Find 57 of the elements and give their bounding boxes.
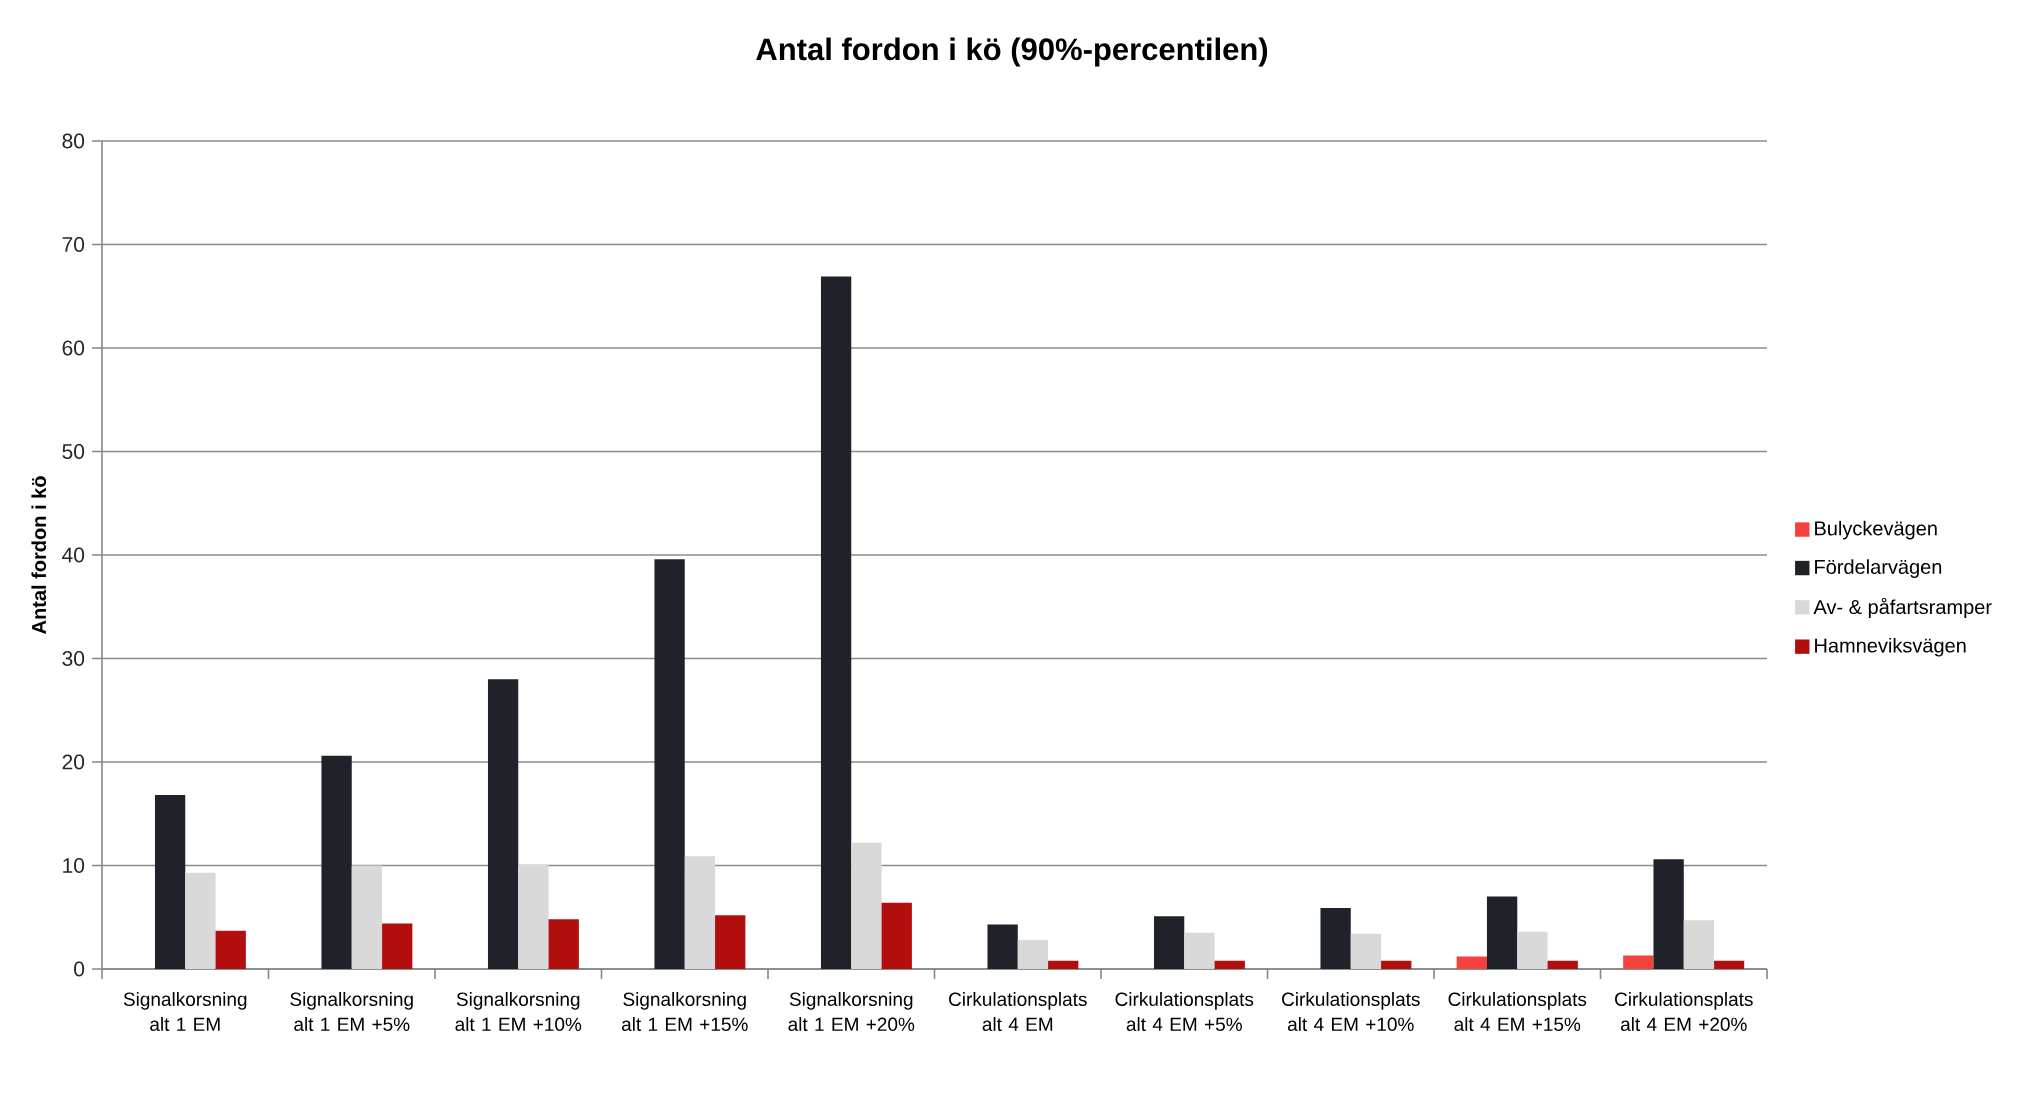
bar bbox=[1017, 940, 1049, 969]
bar bbox=[820, 276, 852, 969]
bar bbox=[1714, 960, 1745, 969]
y-tick-label: 60 bbox=[62, 340, 85, 356]
y-tick-label: 30 bbox=[62, 651, 85, 666]
y-tick-label: 20 bbox=[62, 754, 85, 770]
bar bbox=[851, 842, 882, 969]
bar bbox=[1350, 933, 1382, 969]
legend-label: Bulyckevägen bbox=[1815, 520, 1937, 540]
bar bbox=[715, 915, 746, 969]
bar bbox=[548, 919, 579, 969]
bar bbox=[1517, 931, 1548, 969]
bar bbox=[1214, 960, 1245, 969]
legend-label: Av- & påfartsramper bbox=[1813, 597, 1992, 619]
bar bbox=[1653, 859, 1684, 969]
x-tick-label: Signalkorsning alt 1 EM +15% bbox=[621, 992, 748, 1032]
bar bbox=[1153, 916, 1185, 969]
bar bbox=[1456, 956, 1487, 969]
y-axis-title: Antal fordon i kö bbox=[31, 476, 47, 634]
bar bbox=[351, 865, 383, 969]
bar bbox=[487, 679, 519, 969]
bar bbox=[1048, 960, 1079, 969]
y-tick-label: 50 bbox=[62, 444, 85, 459]
bar bbox=[1486, 896, 1518, 969]
bar bbox=[1320, 907, 1351, 969]
x-tick-label: Signalkorsning alt 1 EM +20% bbox=[788, 992, 915, 1032]
bar bbox=[518, 864, 549, 969]
x-tick-label: Signalkorsning alt 1 EM +10% bbox=[455, 992, 582, 1032]
bar bbox=[215, 930, 246, 969]
y-tick-label: 40 bbox=[62, 547, 85, 563]
y-tick-label: 10 bbox=[63, 858, 85, 873]
x-tick-label: Cirkulationsplats alt 4 EM bbox=[949, 992, 1087, 1032]
x-tick-label: Signalkorsning alt 1 EM +5% bbox=[290, 992, 413, 1032]
bar bbox=[1381, 960, 1412, 969]
bar bbox=[321, 755, 352, 969]
y-tick-label: 70 bbox=[62, 237, 85, 252]
bar bbox=[987, 924, 1018, 969]
bar bbox=[382, 923, 413, 969]
bar bbox=[684, 856, 716, 969]
bar bbox=[654, 559, 685, 969]
legend-label: Hamneviksvägen bbox=[1815, 637, 1966, 657]
legend-label: Fördelarvägen bbox=[1815, 559, 1942, 578]
x-tick-label: Cirkulationsplats alt 4 EM +10% bbox=[1282, 992, 1420, 1032]
x-tick-label: Cirkulationsplats alt 4 EM +20% bbox=[1615, 992, 1753, 1032]
chart-title: Antal fordon i kö (90%-percentilen) bbox=[756, 37, 1268, 67]
y-tick-label: 80 bbox=[62, 133, 85, 149]
bar bbox=[1547, 960, 1578, 969]
bar bbox=[881, 902, 912, 969]
bar bbox=[1683, 920, 1715, 969]
bar bbox=[185, 872, 216, 969]
bar bbox=[1623, 955, 1654, 969]
y-tick-label: 0 bbox=[74, 961, 85, 977]
x-tick-label: Cirkulationsplats alt 4 EM +15% bbox=[1448, 992, 1587, 1032]
x-tick-label: Signalkorsning alt 1 EM bbox=[123, 992, 247, 1032]
bar bbox=[154, 795, 186, 969]
x-tick-label: Cirkulationsplats alt 4 EM +5% bbox=[1115, 992, 1254, 1032]
bar bbox=[1184, 932, 1215, 969]
